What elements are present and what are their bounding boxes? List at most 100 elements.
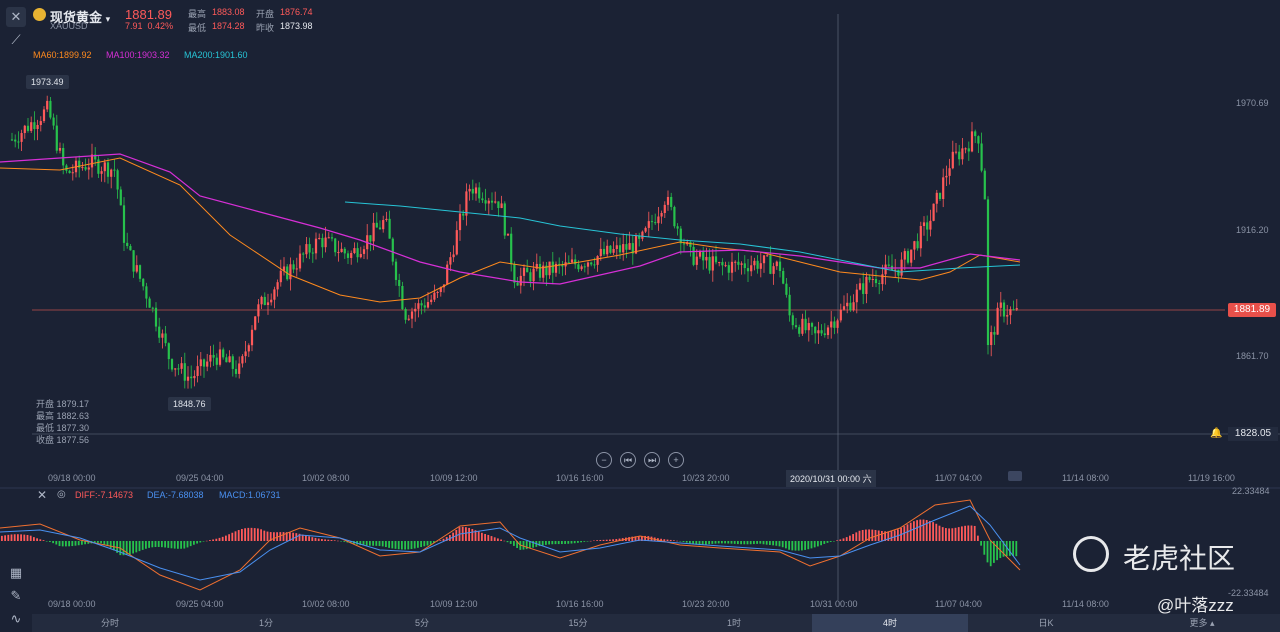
candle-body xyxy=(510,233,513,265)
dropdown-icon[interactable]: ▾ xyxy=(105,14,111,24)
candle-body xyxy=(522,267,526,276)
tab-timeframe[interactable]: 1时 xyxy=(726,618,741,628)
macd-bar xyxy=(762,541,765,545)
candle-body xyxy=(836,320,839,328)
candle-body xyxy=(446,264,449,285)
tab-timeframe-active[interactable]: 4时 xyxy=(812,614,968,632)
candle-body xyxy=(535,263,538,269)
candle-body xyxy=(449,257,452,265)
candle-body xyxy=(670,196,673,207)
macd-bar xyxy=(289,532,291,541)
macd-bar xyxy=(887,531,890,541)
macd-bar xyxy=(737,541,739,545)
macd-bar xyxy=(493,537,496,541)
macd-bar xyxy=(61,541,64,547)
macd-bar xyxy=(442,538,445,541)
settings-icon[interactable]: ◎ xyxy=(57,489,66,500)
candle-body xyxy=(215,357,218,365)
candle-body xyxy=(68,170,71,174)
candle-body xyxy=(334,238,337,253)
macd-bar xyxy=(573,541,576,544)
scroll-right-button[interactable]: ⏭ xyxy=(644,452,660,468)
candle-body xyxy=(858,283,862,290)
candle-body xyxy=(724,265,727,267)
candle-body xyxy=(209,354,212,362)
instrument-name[interactable]: 现货黄金 ▾ xyxy=(50,10,111,25)
close-icon[interactable]: ✕ xyxy=(6,7,26,27)
macd-bar xyxy=(509,541,512,544)
candle-body xyxy=(910,249,913,263)
candle-body xyxy=(849,302,852,311)
candle-body xyxy=(90,154,94,168)
macd-bar xyxy=(474,530,477,541)
wave-icon[interactable]: ∿ xyxy=(10,611,22,626)
macd-bar xyxy=(890,531,893,541)
tab-timeframe[interactable]: 15分 xyxy=(568,618,588,628)
bell-icon[interactable]: 🔔 xyxy=(1210,428,1223,439)
macd-bar xyxy=(385,541,387,548)
candle-body xyxy=(769,255,772,274)
candle-body xyxy=(689,242,692,247)
macd-bar xyxy=(567,541,570,544)
tab-timeframe[interactable]: 日K xyxy=(1038,618,1054,628)
macd-bar xyxy=(682,541,685,542)
candle-body xyxy=(330,237,334,239)
macd-bar xyxy=(855,532,858,541)
candle-body xyxy=(753,260,756,266)
macd-bar xyxy=(305,535,307,541)
candle-body xyxy=(807,323,810,331)
draw-line-icon[interactable]: ⟋ xyxy=(11,32,21,47)
ma200-legend: MA200:1901.60 xyxy=(184,50,248,60)
macd-bar xyxy=(39,539,42,541)
macd-bar xyxy=(362,541,365,546)
candle-body xyxy=(81,167,84,169)
macd-axis-bottom: -22.33484 xyxy=(1228,588,1269,598)
close-icon[interactable]: ✕ xyxy=(37,488,48,502)
zoom-out-button[interactable]: − xyxy=(596,452,612,468)
macd-bar xyxy=(481,532,483,541)
candle-body xyxy=(228,356,231,363)
candle-body xyxy=(938,192,942,199)
candle-body xyxy=(100,171,103,174)
macd-bar xyxy=(941,527,944,541)
candle-body xyxy=(826,327,830,336)
candle-body xyxy=(740,263,743,265)
candle-body xyxy=(750,265,753,272)
macd-bar xyxy=(45,541,48,542)
macd-bar xyxy=(730,541,733,544)
candle-body xyxy=(679,228,682,244)
candle-body xyxy=(433,292,436,300)
zoom-in-button[interactable]: + xyxy=(668,452,684,468)
price-axis-label: 1916.20 xyxy=(1236,225,1269,235)
macd-bar xyxy=(836,540,838,541)
macd-bar xyxy=(705,541,707,545)
tab-timeframe[interactable]: 分时 xyxy=(100,618,119,628)
candle-body xyxy=(46,100,49,110)
macd-bar xyxy=(637,536,640,541)
macd-bar xyxy=(612,539,614,541)
candle-body xyxy=(775,261,778,267)
pencil-icon[interactable]: ✎ xyxy=(10,588,22,603)
candle-body xyxy=(698,251,702,257)
min-price-tag: 1848.76 xyxy=(168,397,211,411)
candle-body xyxy=(276,282,279,290)
candle-body xyxy=(340,248,343,253)
candle-body xyxy=(17,141,20,143)
tab-timeframe[interactable]: 5分 xyxy=(414,618,429,628)
candle-body xyxy=(487,200,490,204)
watermark-text: 老虎社区 xyxy=(1123,543,1236,574)
candle-body xyxy=(660,212,663,217)
tab-timeframe[interactable]: 1分 xyxy=(258,618,273,628)
indicator-icon[interactable]: ▦ xyxy=(9,565,23,580)
macd-bar xyxy=(221,536,224,541)
scroll-left-button[interactable]: ⏮ xyxy=(620,452,636,468)
tab-timeframe-more[interactable]: 更多 ▴ xyxy=(1189,618,1215,628)
macd-bar xyxy=(666,539,669,541)
candle-body xyxy=(481,198,484,201)
macd-bar xyxy=(327,539,330,541)
candle-body xyxy=(567,262,570,264)
camera-icon[interactable] xyxy=(1008,471,1022,481)
macd-bar xyxy=(570,541,573,544)
macd-bar xyxy=(445,537,448,541)
